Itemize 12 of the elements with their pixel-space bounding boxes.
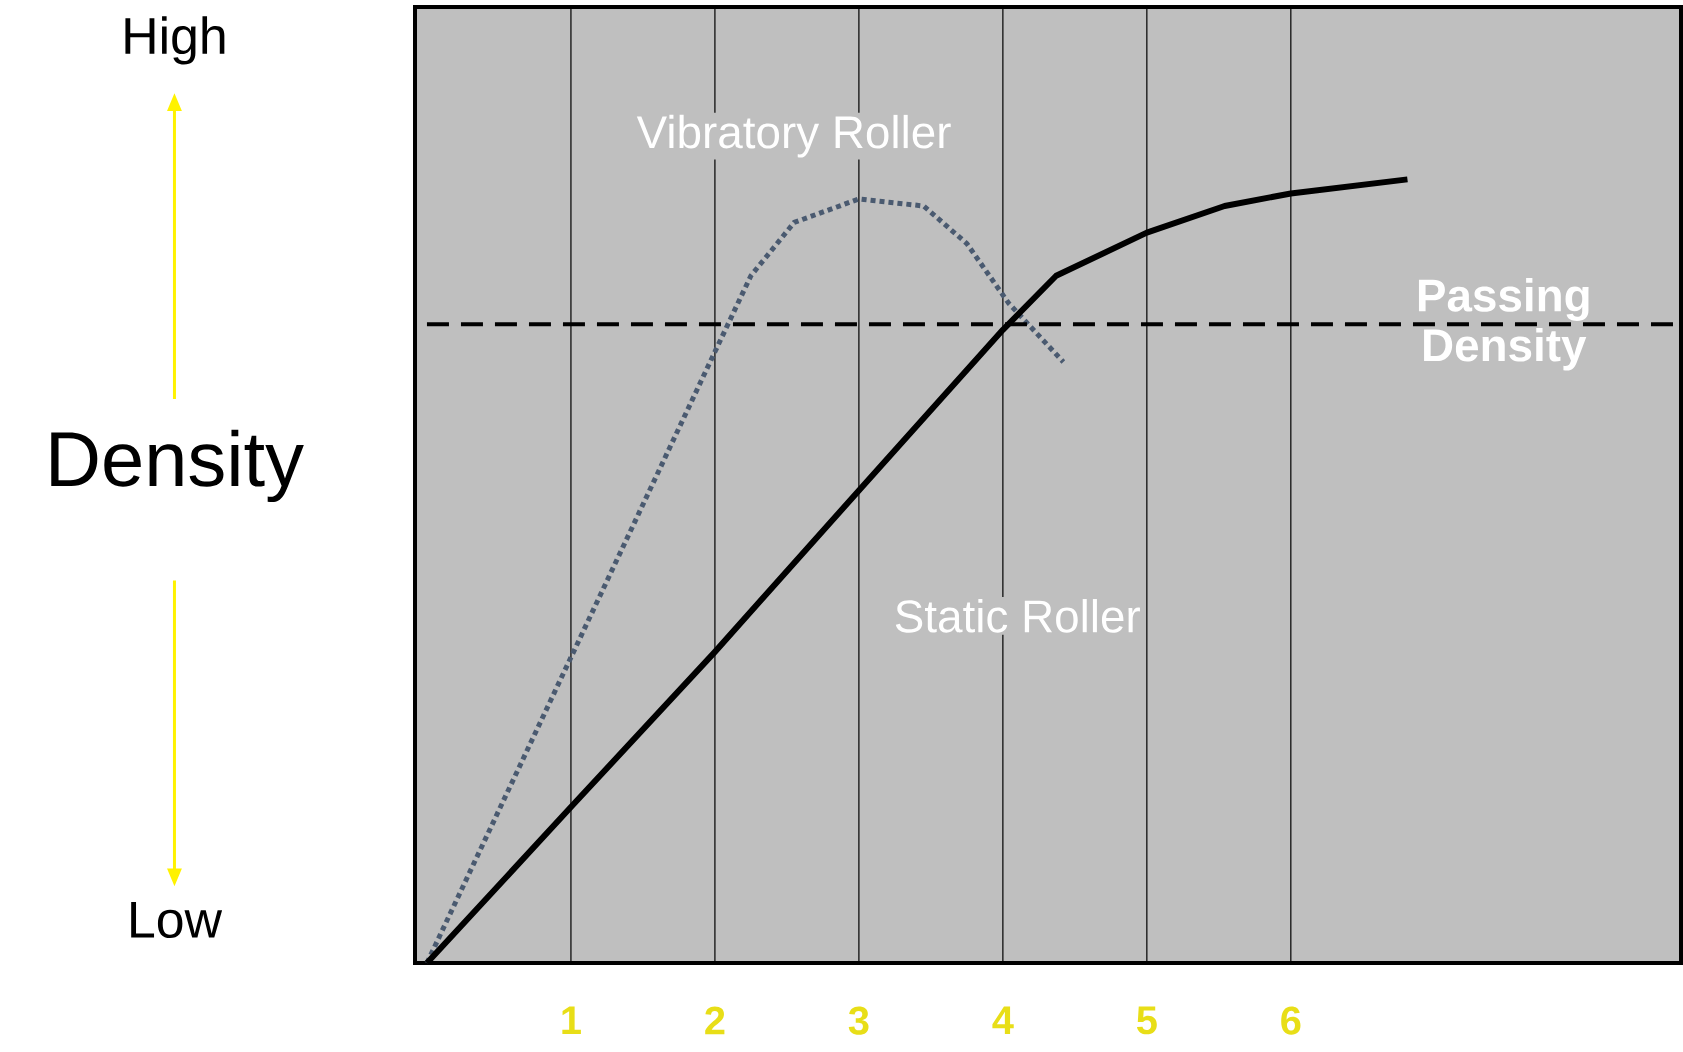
x-tick-label: 1 (562, 1006, 581, 1034)
ref-line-label: Passing Density (1418, 278, 1589, 371)
x-tick-label: 5 (1136, 1006, 1157, 1035)
text: High (125, 16, 225, 65)
x-tick-label: 2 (705, 1006, 725, 1035)
series-label: Vibratory Roller (636, 114, 951, 158)
text: Static Roller (895, 599, 1140, 633)
x-tick-label: 3 (848, 1006, 869, 1035)
y-axis-title: Density (51, 429, 304, 503)
x-tick-label: 6 (1281, 1006, 1301, 1035)
text: Low (131, 901, 223, 939)
x-tick-label: 4 (992, 1006, 1014, 1034)
